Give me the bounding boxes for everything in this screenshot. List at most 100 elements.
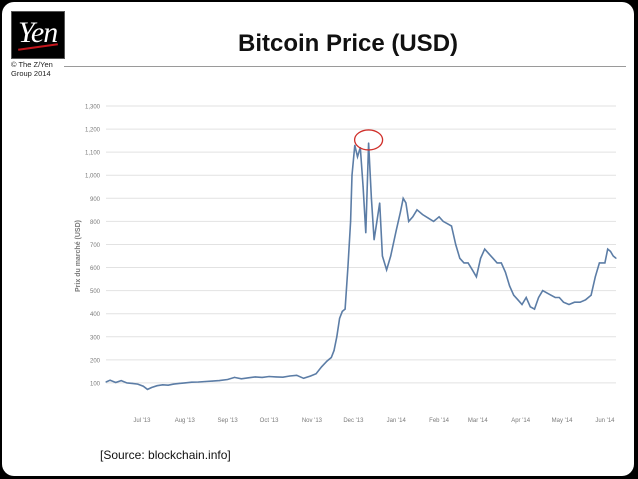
price-point <box>405 202 407 204</box>
y-tick-label: 800 <box>90 220 101 226</box>
price-point <box>558 296 560 299</box>
price-point <box>115 381 117 384</box>
price-point <box>131 382 133 384</box>
y-tick-label: 600 <box>90 266 101 272</box>
price-point <box>296 374 298 376</box>
y-tick-label: 400 <box>90 312 101 318</box>
price-point <box>484 248 486 250</box>
y-tick-label: 700 <box>90 243 101 249</box>
price-point <box>184 382 186 384</box>
price-point <box>289 375 291 377</box>
price-point <box>365 232 367 234</box>
price-point <box>240 378 243 380</box>
price-point <box>513 294 515 296</box>
price-point <box>354 144 356 146</box>
price-point <box>542 290 544 292</box>
price-point <box>399 211 401 213</box>
price-point <box>376 220 378 222</box>
y-tick-label: 100 <box>90 381 101 387</box>
price-point <box>496 262 498 264</box>
price-point <box>438 216 440 218</box>
price-point <box>362 186 364 188</box>
x-tick-label: Nov '13 <box>302 418 323 424</box>
price-point <box>326 360 328 362</box>
price-point <box>247 377 249 379</box>
x-tick-label: Sep '13 <box>218 418 239 424</box>
price-point <box>488 253 490 255</box>
price-point <box>427 217 429 219</box>
y-tick-label: 1,100 <box>85 151 101 157</box>
y-tick-label: 1,000 <box>85 174 101 180</box>
price-point <box>109 379 111 381</box>
price-point <box>178 382 180 384</box>
price-point <box>105 381 107 383</box>
price-series-line <box>105 142 617 391</box>
price-point <box>338 317 341 319</box>
price-point <box>211 380 214 382</box>
price-point <box>167 384 169 386</box>
price-point <box>356 156 359 158</box>
x-tick-label: Aug '13 <box>175 418 196 424</box>
price-point <box>120 380 122 382</box>
price-point <box>598 262 601 264</box>
price-point <box>198 381 200 383</box>
y-tick-label: 200 <box>90 358 101 364</box>
y-tick-label: 900 <box>90 197 101 203</box>
price-point <box>347 266 349 269</box>
price-point <box>333 350 335 352</box>
price-point <box>137 383 139 385</box>
copyright-text: © The Z/Yen Group 2014 <box>11 60 53 78</box>
price-point <box>204 380 207 383</box>
price-point <box>261 376 263 378</box>
price-point <box>504 271 507 273</box>
y-tick-label: 300 <box>90 335 101 341</box>
price-point <box>529 306 531 308</box>
price-point <box>373 239 375 241</box>
price-point <box>412 216 414 218</box>
price-point <box>612 255 614 257</box>
price-point <box>151 386 153 389</box>
price-point <box>533 308 536 310</box>
x-tick-label: Jan '14 <box>387 418 407 424</box>
zyen-logo: Yen <box>11 11 65 59</box>
price-point <box>370 197 372 199</box>
x-tick-label: Oct '13 <box>260 418 279 424</box>
price-point <box>142 385 144 387</box>
x-tick-labels: Jul '13 Aug '13 Sep '13 Oct '13 Nov '13 Dec '… <box>133 418 615 424</box>
price-point <box>390 255 392 257</box>
price-point <box>463 262 465 264</box>
price-point <box>442 220 444 222</box>
price-point <box>525 296 527 299</box>
price-points <box>105 142 617 390</box>
price-point <box>385 269 388 271</box>
price-point <box>421 213 424 216</box>
price-point <box>330 356 332 359</box>
price-point <box>381 255 384 257</box>
price-point <box>336 336 338 338</box>
price-point <box>379 202 381 204</box>
price-point <box>350 220 352 222</box>
x-tick-label: Dec '13 <box>343 418 364 424</box>
price-point <box>446 223 448 225</box>
price-point <box>315 373 317 375</box>
y-tick-labels: 100 200 300 400 500 600 700 800 900 1,000 1,100 1,2… <box>85 105 101 388</box>
price-point <box>562 301 565 303</box>
bitcoin-price-chart: 100 200 300 400 500 600 700 800 900 1,000 1,100 1,2… <box>75 105 617 424</box>
price-point <box>233 376 236 378</box>
price-point <box>162 384 164 386</box>
price-point <box>467 262 469 264</box>
price-point <box>607 248 609 250</box>
price-point <box>479 257 482 259</box>
x-tick-label: Mar '14 <box>468 418 488 424</box>
price-point <box>344 308 346 310</box>
price-point <box>508 285 511 287</box>
y-tick-label: 1,200 <box>85 128 101 134</box>
y-tick-label: 500 <box>90 289 101 295</box>
price-point <box>492 257 494 259</box>
slide-title: Bitcoin Price (USD) <box>237 30 459 57</box>
price-point <box>594 276 596 278</box>
price-point <box>254 376 256 378</box>
price-point <box>584 299 587 301</box>
price-point <box>218 380 220 382</box>
price-point <box>173 383 175 385</box>
